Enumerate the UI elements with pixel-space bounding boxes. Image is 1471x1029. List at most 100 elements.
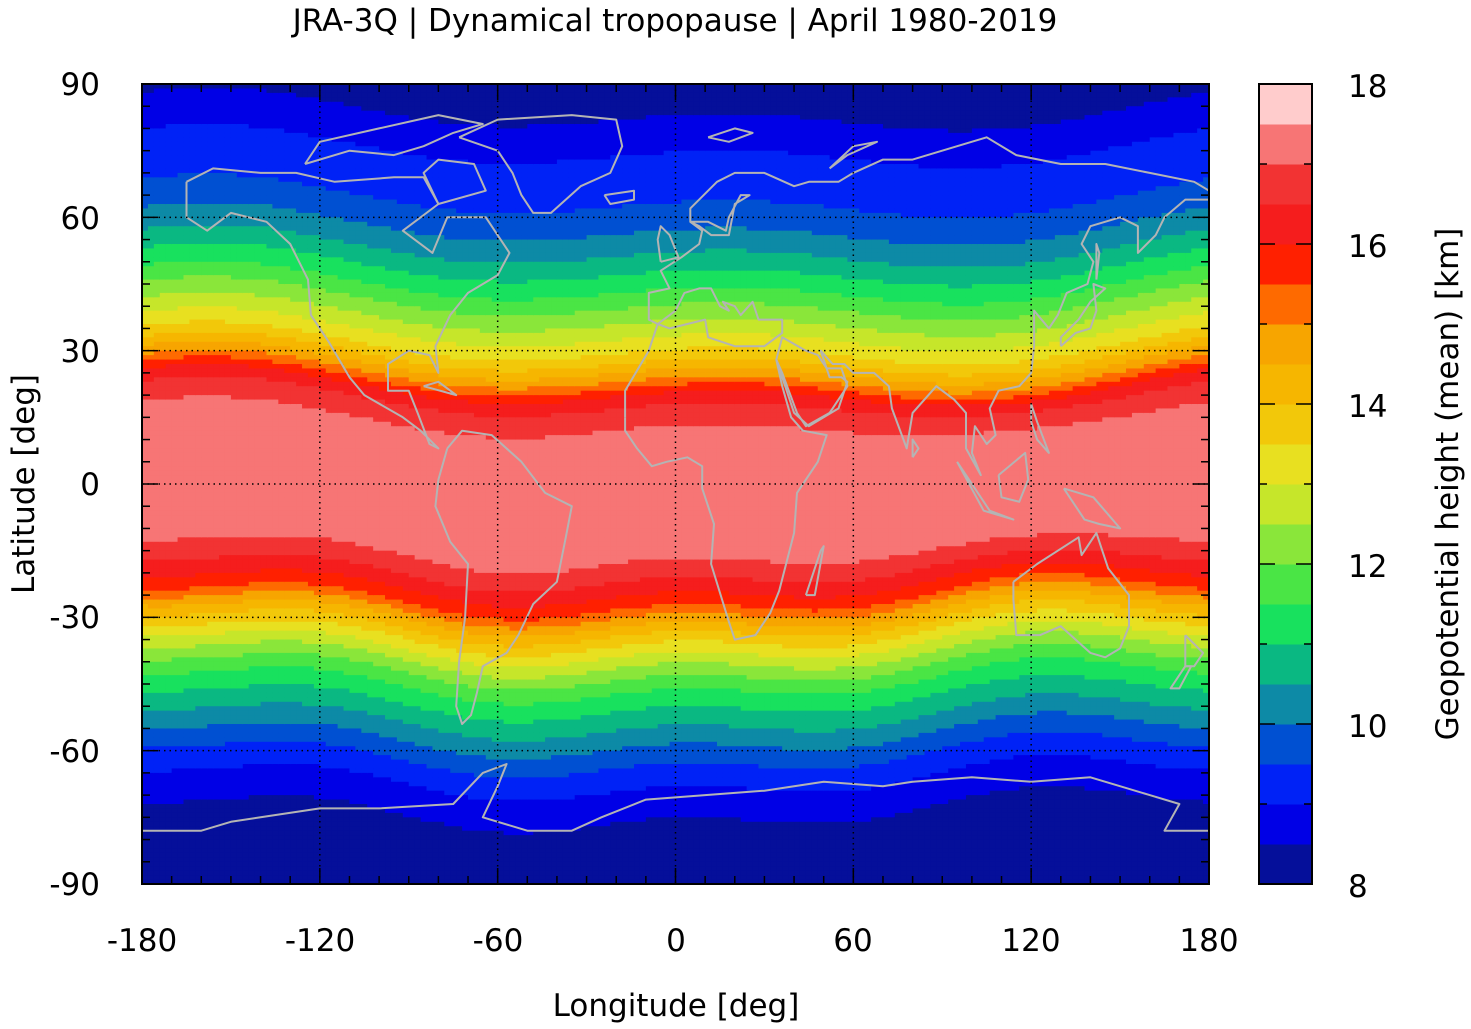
- height-cell: [249, 875, 256, 880]
- height-cell: [183, 760, 190, 765]
- height-cell: [266, 586, 273, 591]
- height-cell: [272, 431, 279, 436]
- height-cell: [207, 840, 214, 845]
- height-cell: [261, 786, 268, 791]
- height-cell: [195, 511, 202, 516]
- height-cell: [266, 275, 273, 280]
- height-cell: [195, 484, 202, 489]
- height-cell: [207, 364, 214, 369]
- height-cell: [231, 875, 238, 880]
- height-cell: [225, 657, 232, 662]
- height-cell: [219, 173, 226, 178]
- height-cell: [219, 320, 226, 325]
- height-cell: [255, 364, 262, 369]
- height-cell: [154, 662, 161, 667]
- height-cell: [207, 662, 214, 667]
- height-cell: [225, 217, 232, 222]
- height-cell: [172, 693, 179, 698]
- height-cell: [207, 320, 214, 325]
- height-cell: [243, 164, 250, 169]
- height-cell: [189, 391, 196, 396]
- height-cell: [255, 773, 262, 778]
- height-cell: [243, 595, 250, 600]
- height-cell: [154, 133, 161, 138]
- height-cell: [160, 431, 167, 436]
- height-cell: [284, 195, 291, 200]
- height-cell: [225, 488, 232, 493]
- height-cell: [166, 871, 173, 876]
- height-cell: [255, 728, 262, 733]
- height-cell: [231, 693, 238, 698]
- height-cell: [189, 275, 196, 280]
- height-cell: [166, 111, 173, 116]
- height-cell: [249, 306, 256, 311]
- height-cell: [178, 288, 185, 293]
- height-cell: [261, 804, 268, 809]
- height-cell: [302, 204, 309, 209]
- height-cell: [160, 106, 167, 111]
- height-cell: [290, 306, 297, 311]
- height-cell: [172, 448, 179, 453]
- height-cell: [172, 177, 179, 182]
- height-cell: [225, 742, 232, 747]
- height-cell: [302, 537, 309, 542]
- height-cell: [266, 533, 273, 538]
- height-cell: [237, 551, 244, 556]
- height-cell: [290, 426, 297, 431]
- height-cell: [272, 520, 279, 525]
- height-cell: [249, 435, 256, 440]
- height-cell: [266, 333, 273, 338]
- height-cell: [237, 577, 244, 582]
- height-cell: [261, 373, 268, 378]
- height-cell: [272, 862, 279, 867]
- height-cell: [160, 546, 167, 551]
- height-cell: [201, 533, 208, 538]
- height-cell: [178, 644, 185, 649]
- height-cell: [272, 244, 279, 249]
- height-cell: [183, 257, 190, 262]
- height-cell: [296, 555, 303, 560]
- height-cell: [189, 551, 196, 556]
- height-cell: [243, 528, 250, 533]
- height-cell: [207, 186, 214, 191]
- height-cell: [278, 377, 285, 382]
- height-cell: [249, 400, 256, 405]
- height-cell: [225, 826, 232, 831]
- height-cell: [284, 848, 291, 853]
- height-cell: [189, 208, 196, 213]
- height-cell: [266, 617, 273, 622]
- height-cell: [243, 280, 250, 285]
- height-cell: [201, 422, 208, 427]
- height-cell: [195, 422, 202, 427]
- height-cell: [166, 471, 173, 476]
- height-cell: [201, 142, 208, 147]
- height-cell: [225, 764, 232, 769]
- height-cell: [266, 453, 273, 458]
- height-cell: [195, 688, 202, 693]
- height-cell: [225, 97, 232, 102]
- height-cell: [183, 377, 190, 382]
- height-cell: [231, 440, 238, 445]
- height-cell: [243, 635, 250, 640]
- height-cell: [284, 728, 291, 733]
- height-cell: [201, 511, 208, 516]
- height-cell: [255, 724, 262, 729]
- height-cell: [278, 608, 285, 613]
- height-cell: [160, 702, 167, 707]
- height-cell: [225, 768, 232, 773]
- height-cell: [225, 262, 232, 267]
- height-cell: [255, 97, 262, 102]
- height-cell: [160, 448, 167, 453]
- height-cell: [261, 271, 268, 276]
- height-cell: [243, 453, 250, 458]
- height-cell: [148, 777, 155, 782]
- height-cell: [166, 857, 173, 862]
- height-cell: [154, 702, 161, 707]
- height-cell: [272, 546, 279, 551]
- height-cell: [278, 195, 285, 200]
- height-cell: [201, 191, 208, 196]
- height-cell: [195, 520, 202, 525]
- height-cell: [243, 235, 250, 240]
- height-cell: [166, 848, 173, 853]
- height-cell: [290, 324, 297, 329]
